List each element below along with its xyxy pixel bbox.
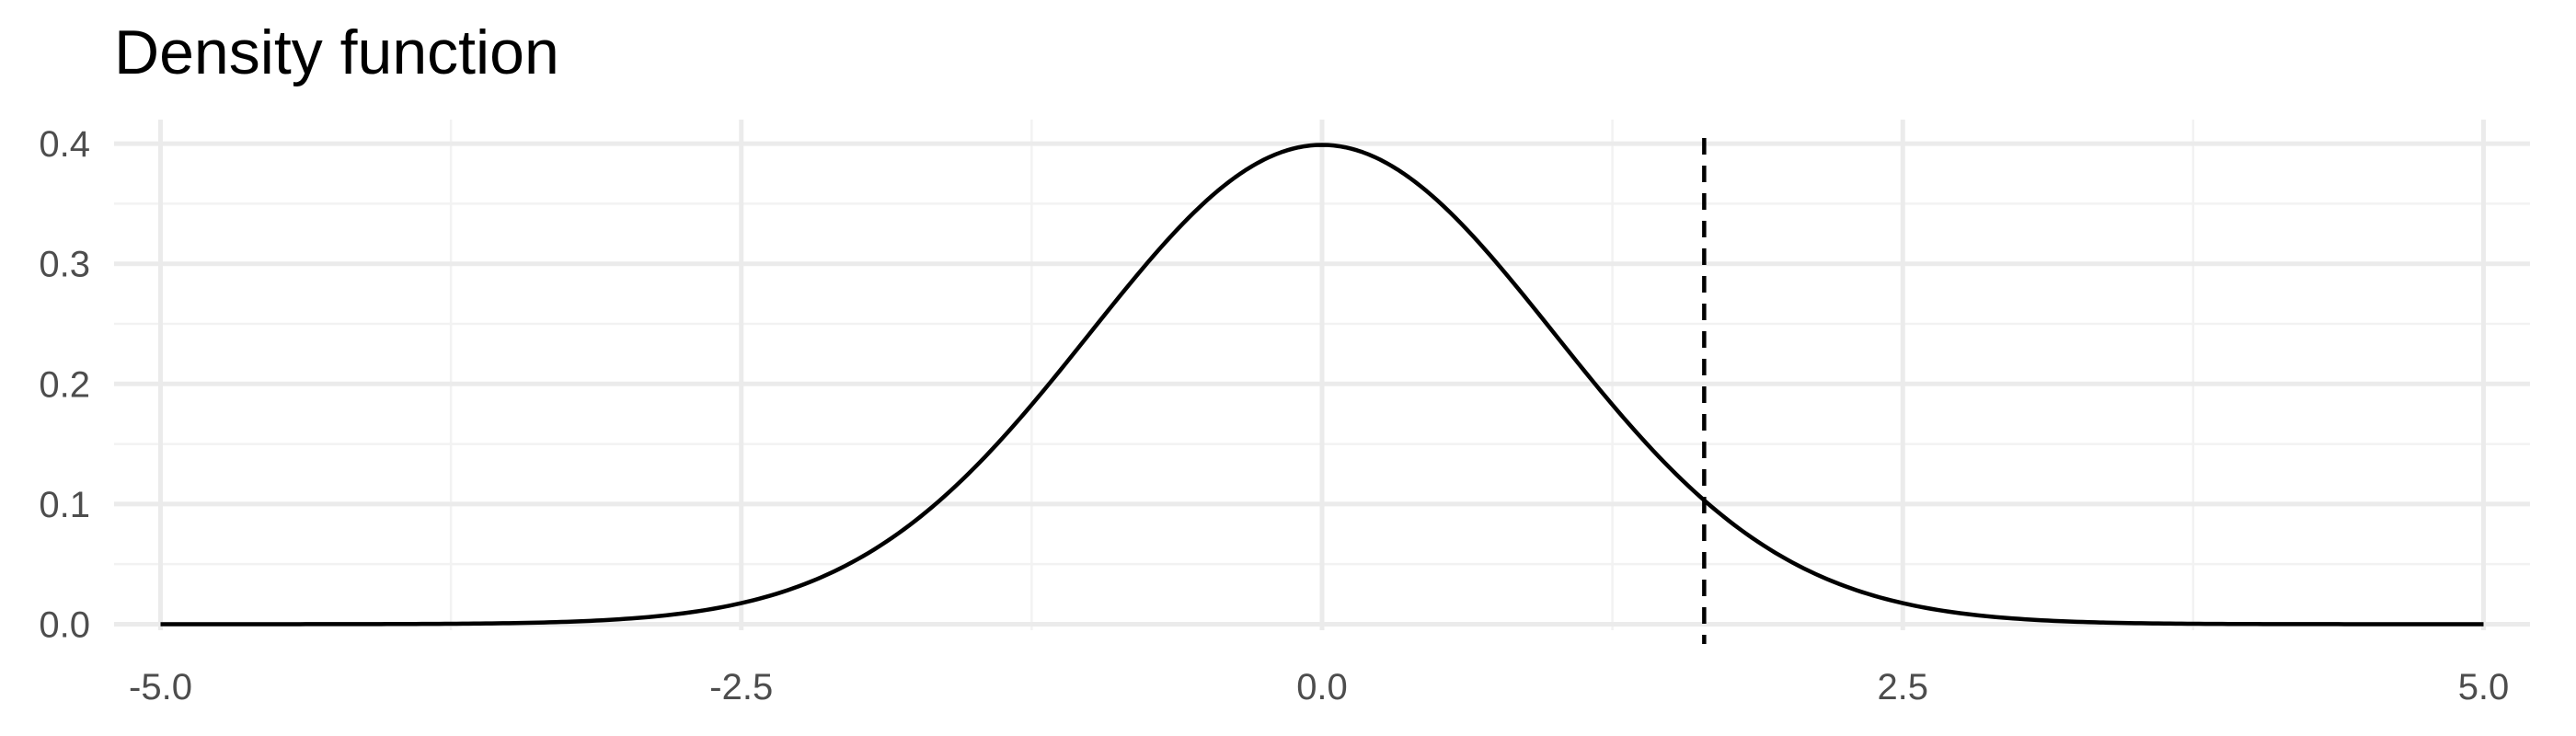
tick-labels: -5.0 -2.5 0.0 2.5 5.0 0.0 0.1 0.2 0.3 0.4	[39, 124, 2509, 707]
data-layer	[160, 138, 2484, 644]
x-tick-label: 0.0	[1296, 667, 1348, 707]
x-tick-label: -2.5	[709, 667, 773, 707]
y-tick-label: 0.2	[39, 364, 90, 405]
density-curve	[160, 143, 2484, 627]
y-tick-label: 0.4	[39, 124, 90, 165]
chart-title: Density function	[114, 17, 559, 87]
grid-lines	[114, 120, 2530, 630]
y-tick-label: 0.1	[39, 485, 90, 525]
x-tick-label: -5.0	[129, 667, 192, 707]
y-tick-label: 0.3	[39, 245, 90, 285]
x-tick-label: 5.0	[2458, 667, 2510, 707]
y-tick-label: 0.0	[39, 604, 90, 645]
x-tick-label: 2.5	[1877, 667, 1928, 707]
